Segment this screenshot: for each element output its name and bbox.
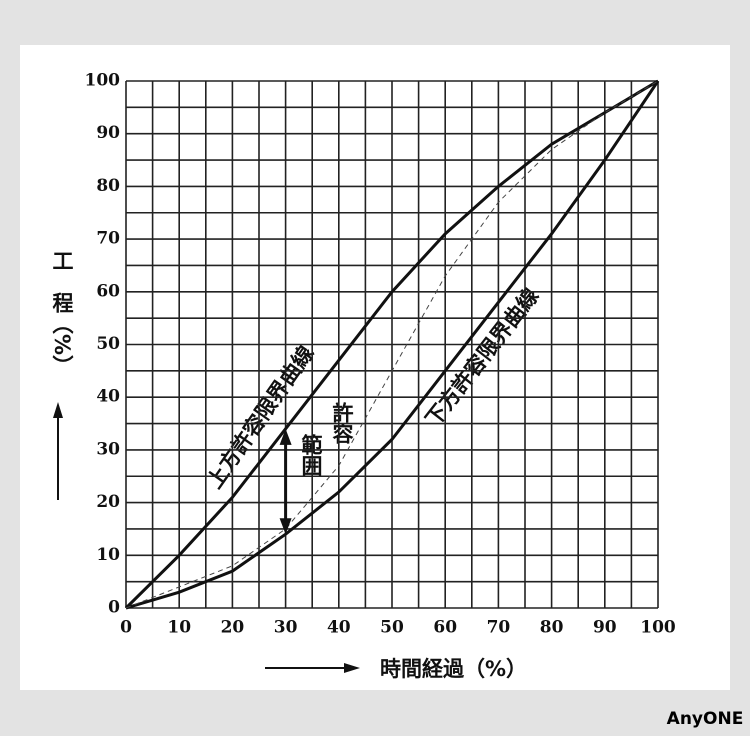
x-tick-label: 30 <box>274 618 298 638</box>
x-tick-label: 0 <box>120 618 132 638</box>
arrow-head <box>279 428 292 445</box>
series-line <box>125 80 660 610</box>
y-tick-label: 10 <box>96 545 120 565</box>
y-tick-label: 30 <box>96 439 120 459</box>
x-tick-label: 90 <box>593 618 617 638</box>
y-axis-label: 工 程（%） <box>50 250 74 376</box>
series-line <box>124 79 659 610</box>
x-tick-label: 80 <box>540 618 564 638</box>
x-axis-label: 時間経過（%） <box>380 657 527 681</box>
x-tick-label: 100 <box>640 618 676 638</box>
y-tick-label: 100 <box>85 71 121 91</box>
y-tick-label: 90 <box>96 123 120 143</box>
y-tick-label: 0 <box>108 598 120 618</box>
y-arrow-head <box>53 402 63 418</box>
arrow-head <box>279 518 292 535</box>
x-tick-label: 20 <box>221 618 245 638</box>
x-tick-label: 40 <box>327 618 351 638</box>
y-tick-label: 80 <box>96 176 120 196</box>
x-tick-label: 10 <box>167 618 191 638</box>
y-tick-label: 60 <box>96 281 120 301</box>
range-label: 範囲 <box>299 433 323 476</box>
series-line <box>125 80 659 609</box>
x-tick-label: 70 <box>487 618 511 638</box>
y-tick-label: 40 <box>96 387 120 407</box>
y-tick-label: 70 <box>96 229 120 249</box>
x-arrow-head <box>344 663 360 673</box>
y-tick-label: 20 <box>96 492 120 512</box>
x-tick-label: 60 <box>433 618 457 638</box>
x-tick-label: 50 <box>380 618 404 638</box>
y-tick-label: 50 <box>96 334 120 354</box>
watermark: AnyONE <box>667 709 744 729</box>
